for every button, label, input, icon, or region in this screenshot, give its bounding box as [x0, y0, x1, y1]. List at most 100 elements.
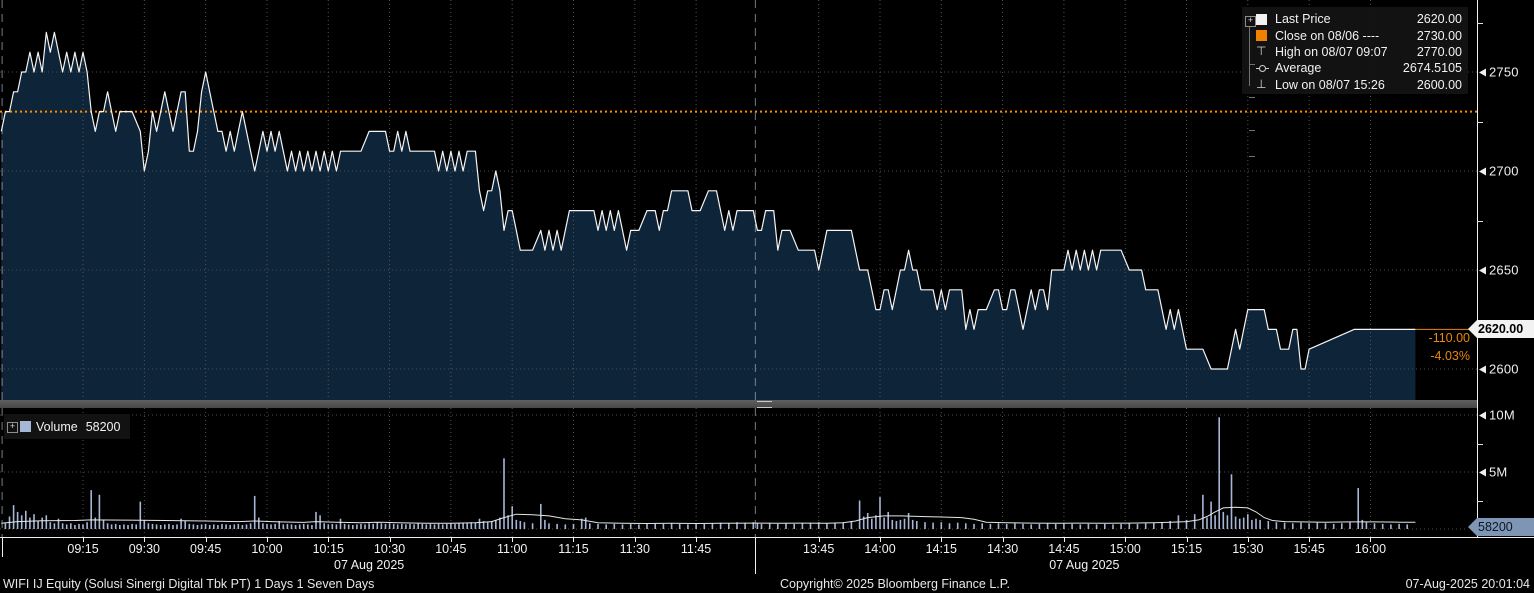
- time-tick: [450, 538, 452, 542]
- volume-legend[interactable]: + Volume 58200: [4, 414, 131, 439]
- price-line: [0, 31, 1416, 370]
- status-bar: WIFI IJ Equity (Solusi Sinergi Digital T…: [0, 576, 1534, 593]
- low-marker-icon: ⊥: [1256, 77, 1267, 92]
- time-tick: [512, 538, 514, 542]
- price-tick-label: 2650: [1479, 263, 1519, 278]
- prev-close-swatch-icon: [1256, 30, 1267, 42]
- time-axis[interactable]: 09:15 09:30 09:45 10:00 10:15 10:30 10:45 11:00…: [0, 537, 1534, 576]
- time-tick: [266, 538, 268, 542]
- time-tick: [634, 538, 636, 542]
- axis-tick-arrow-icon: [1479, 365, 1486, 373]
- legend-row-last-price[interactable]: Last Price 2620.00: [1242, 7, 1468, 27]
- average-marker-icon: [1256, 64, 1269, 73]
- price-legend: + Last Price 2620.00 Close on 08/06 ----…: [1242, 7, 1468, 157]
- time-tick: [1309, 538, 1311, 542]
- time-tick: [144, 538, 146, 542]
- panel-divider-handle-icon[interactable]: [757, 401, 772, 408]
- copyright-text: Copyright© 2025 Bloomberg Finance L.P.: [780, 577, 1010, 591]
- legend-row-low[interactable]: ⊥ Low on 08/07 15:26 2600.00: [1242, 77, 1468, 157]
- time-tick-label: 14:15: [925, 542, 957, 556]
- time-tick-label: 10:15: [312, 542, 344, 556]
- last-price-swatch-icon: [1256, 13, 1267, 25]
- net-change-label: -110.00: [1428, 331, 1470, 345]
- price-tick-label: 2700: [1479, 164, 1519, 179]
- time-tick-label: 09:30: [128, 542, 160, 556]
- axis-tick-arrow-icon: [1479, 468, 1486, 476]
- time-tick-label: 11:30: [619, 542, 650, 556]
- time-tick: [83, 538, 85, 542]
- time-tick: [941, 538, 943, 542]
- date-label: 07 Aug 2025: [1049, 558, 1120, 572]
- time-tick-label: 15:00: [1109, 542, 1141, 556]
- time-tick-label: 16:00: [1354, 542, 1387, 556]
- time-tick-label: 09:15: [67, 542, 99, 556]
- panel-divider[interactable]: [0, 400, 1477, 408]
- legend-row-prev-close[interactable]: Close on 08/06 ---- 2730.00: [1242, 27, 1468, 66]
- price-tick-label: 2600: [1479, 362, 1519, 377]
- legend-tree-line: [1249, 20, 1250, 86]
- time-tick: [389, 538, 391, 542]
- axis-tick-arrow-icon: [1479, 68, 1486, 76]
- high-marker-icon: ⊤: [1256, 44, 1267, 59]
- price-tick-label: 2750: [1479, 65, 1519, 80]
- time-tick-label: 15:15: [1170, 542, 1203, 556]
- time-tick: [205, 538, 207, 542]
- time-tick-label: 14:30: [986, 542, 1019, 556]
- price-chart-panel[interactable]: [0, 0, 1477, 401]
- legend-row-high[interactable]: ⊤ High on 08/07 09:07 2770.00: [1242, 44, 1468, 98]
- current-volume-badge-arrow-icon: [1468, 518, 1477, 536]
- time-tick-label: 14:45: [1048, 542, 1080, 556]
- volume-chart[interactable]: [0, 408, 1477, 537]
- time-tick-label: 14:00: [864, 542, 896, 556]
- time-tick-label: 13:45: [803, 542, 835, 556]
- price-minor-tick: [1477, 121, 1483, 123]
- time-tick-label: 10:00: [251, 542, 283, 556]
- price-minor-tick: [1477, 319, 1483, 321]
- time-axis-line: [0, 537, 1534, 538]
- time-tick: [1063, 538, 1065, 542]
- volume-tick-label: 10M: [1479, 408, 1515, 423]
- date-label: 07 Aug 2025: [334, 558, 405, 572]
- current-volume-badge: 58200: [1468, 518, 1534, 536]
- volume-chart-panel[interactable]: [0, 408, 1477, 537]
- legend-expander-icon[interactable]: +: [1245, 16, 1256, 27]
- volume-average-line: [1, 506, 1416, 525]
- volume-tick-label: 5M: [1479, 465, 1507, 480]
- last-price-badge-arrow-icon: [1468, 320, 1477, 339]
- time-tick: [1002, 538, 1004, 542]
- axis-tick-arrow-icon: [1479, 411, 1486, 419]
- time-tick: [328, 538, 330, 542]
- time-tick: [818, 538, 820, 542]
- price-minor-tick: [1477, 22, 1483, 24]
- time-tick-label: 11:15: [558, 542, 589, 556]
- time-tick-label: 10:30: [373, 542, 406, 556]
- time-tick: [880, 538, 881, 542]
- price-axis-line[interactable]: [1477, 0, 1478, 537]
- time-tick-label: 15:30: [1232, 542, 1264, 556]
- time-tick-label: 11:45: [680, 542, 712, 556]
- time-tick: [1247, 538, 1249, 542]
- session-separator: [755, 537, 757, 574]
- time-tick: [1125, 538, 1127, 542]
- volume-legend-expander-icon[interactable]: +: [7, 422, 18, 433]
- axis-tick-arrow-icon: [1479, 266, 1486, 274]
- price-area-fill: [1, 32, 1416, 401]
- time-tick-label: 09:45: [190, 542, 222, 556]
- time-tick: [696, 538, 698, 542]
- time-tick-label: 10:45: [435, 542, 467, 556]
- datetime-stamp: 07-Aug-2025 20:01:04: [1405, 577, 1530, 591]
- time-tick-label: 11:00: [496, 542, 528, 556]
- time-tick: [1186, 538, 1188, 542]
- security-description: WIFI IJ Equity (Solusi Sinergi Digital T…: [3, 577, 375, 591]
- last-price-badge: 2620.00: [1468, 320, 1534, 339]
- axis-tick-arrow-icon: [1479, 167, 1486, 175]
- volume-minor-tick: [1477, 500, 1483, 502]
- price-chart[interactable]: [0, 0, 1477, 401]
- percent-change-label: -4.03%: [1430, 349, 1470, 363]
- volume-swatch-icon: [20, 421, 31, 432]
- time-tick-label: 15:45: [1293, 542, 1325, 556]
- session-separator: [2, 537, 4, 557]
- legend-row-average[interactable]: Average 2674.5105: [1242, 60, 1468, 132]
- time-tick: [573, 538, 575, 542]
